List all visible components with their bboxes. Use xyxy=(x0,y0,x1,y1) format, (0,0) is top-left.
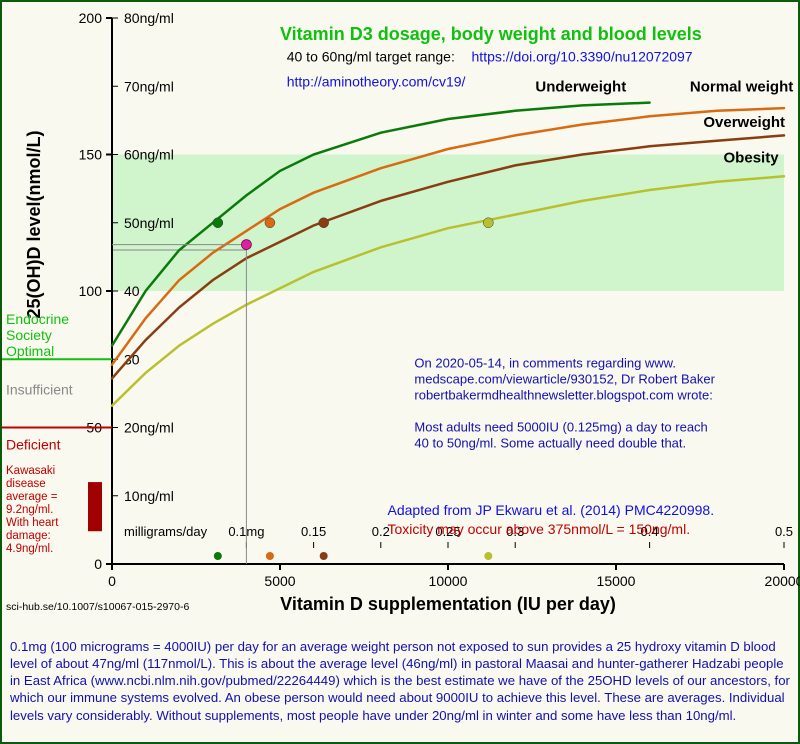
mg-label: 0.5 xyxy=(775,524,793,539)
ngml-label: 10ng/ml xyxy=(124,488,174,504)
label-optimal: Optimal xyxy=(6,343,54,359)
mg-header: milligrams/day xyxy=(124,524,208,539)
ngml-label: 70ng/ml xyxy=(124,78,174,94)
aminotheory-link[interactable]: http://aminotheory.com/cv19/ xyxy=(287,73,466,89)
x-tick-label: 15000 xyxy=(597,573,636,589)
mg-label: 0.15 xyxy=(301,524,326,539)
kawasaki-bar xyxy=(88,482,102,531)
y-tick-label: 100 xyxy=(79,283,103,299)
subtitle-prefix: 40 to 60ng/ml target range: xyxy=(287,49,455,65)
note-line: Most adults need 5000IU (0.125mg) a day … xyxy=(414,419,707,434)
curve-marker xyxy=(319,218,329,228)
note-line: robertbakermdhealthnewsletter.blogspot.c… xyxy=(414,387,712,402)
y-axis-label: 25(OH)D level(nmol/L) xyxy=(24,130,44,318)
ngml-label: 40 xyxy=(124,283,140,299)
adapted-line: Adapted from JP Ekwaru et al. (2014) PMC… xyxy=(388,502,715,518)
y-tick-label: 200 xyxy=(79,10,103,26)
kawasaki-text: With heart xyxy=(6,517,59,529)
axis-dot xyxy=(214,552,222,560)
footer-paragraph: 0.1mg (100 micrograms = 4000IU) per day … xyxy=(10,638,790,724)
ngml-label: 20ng/ml xyxy=(124,420,174,436)
ngml-label: 50ng/ml xyxy=(124,215,174,231)
x-axis-label: Vitamin D supplementation (IU per day) xyxy=(280,594,616,614)
note-line: On 2020-05-14, in comments regarding www… xyxy=(414,355,676,370)
label-overweight: Overweight xyxy=(703,114,785,131)
kawasaki-text: average = xyxy=(6,491,58,503)
kawasaki-text: damage: xyxy=(6,530,51,542)
label-deficient: Deficient xyxy=(6,436,61,452)
ngml-label: 30 xyxy=(124,351,140,367)
chart-svg: 05010015020010ng/ml20ng/ml304050ng/ml60n… xyxy=(2,2,800,642)
kawasaki-text: 4.9ng/ml. xyxy=(6,543,53,555)
axis-dot xyxy=(266,552,274,560)
chart-frame: 05010015020010ng/ml20ng/ml304050ng/ml60n… xyxy=(0,0,800,744)
label-insufficient: Insufficient xyxy=(6,382,73,398)
sci-hub-ref: sci-hub.se/10.1007/s10067-015-2970-6 xyxy=(6,601,189,613)
label-optimal: Endocrine xyxy=(6,311,69,327)
curve-marker xyxy=(213,218,223,228)
label-normal: Normal weight xyxy=(690,79,793,96)
chart-area: 05010015020010ng/ml20ng/ml304050ng/ml60n… xyxy=(2,2,800,642)
chart-title: Vitamin D3 dosage, body weight and blood… xyxy=(280,24,702,44)
curve-marker xyxy=(483,218,493,228)
axis-dot xyxy=(320,552,328,560)
kawasaki-text: 9.2ng/ml. xyxy=(6,504,53,516)
x-tick-label: 10000 xyxy=(429,573,468,589)
x-tick-label: 0 xyxy=(108,573,116,589)
x-tick-label: 5000 xyxy=(264,573,295,589)
note-line: medscape.com/viewarticle/930152, Dr Robe… xyxy=(414,371,715,386)
ngml-label: 60ng/ml xyxy=(124,147,174,163)
kawasaki-text: Kawasaki xyxy=(6,465,55,477)
label-underweight: Underweight xyxy=(535,79,626,96)
kawasaki-text: disease xyxy=(6,478,46,490)
x-tick-label: 20000 xyxy=(765,573,800,589)
doi-link[interactable]: https://doi.org/10.3390/nu12072097 xyxy=(472,49,693,65)
toxicity-line: Toxicity may occur above 375nmol/L = 150… xyxy=(388,521,691,537)
label-optimal: Society xyxy=(6,327,52,343)
y-tick-label: 150 xyxy=(79,147,103,163)
label-obesity: Obesity xyxy=(724,150,780,167)
reference-marker xyxy=(241,240,251,250)
note-line: 40 to 50ng/ml. Some actually need double… xyxy=(414,435,686,450)
y-tick-label: 0 xyxy=(94,556,102,572)
ngml-label: 80ng/ml xyxy=(124,10,174,26)
axis-dot xyxy=(484,552,492,560)
curve-marker xyxy=(265,218,275,228)
